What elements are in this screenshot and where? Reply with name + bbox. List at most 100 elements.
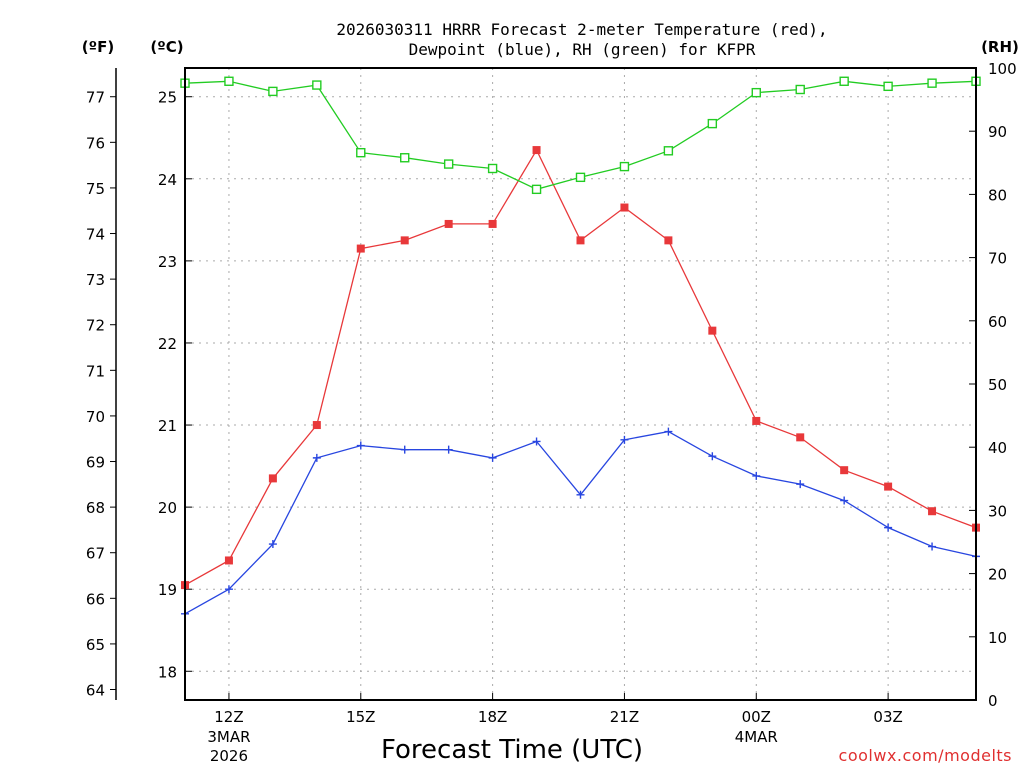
fahrenheit-unit-label: (ºF) [82,38,114,56]
celsius-axis: 18 19 20 21 22 23 24 25 [158,89,192,681]
fahrenheit-tick-label: 74 [86,226,105,244]
plot-frame [184,67,977,701]
rh-axis: 0 10 20 30 40 50 60 70 80 90 100 [969,60,1017,710]
x-tick-date-label: 3MAR [207,728,250,746]
rh-series [180,76,981,195]
dewpoint-point [840,496,849,505]
rh-point [707,118,718,129]
fahrenheit-tick-label: 69 [86,454,105,472]
dewpoint-line [184,430,977,615]
temperature-point [224,556,233,565]
rh-tick-label: 50 [988,376,1007,394]
celsius-tick-label: 23 [158,253,177,271]
dewpoint-point [268,540,277,549]
dewpoint-point [576,490,585,499]
temperature-point [752,416,761,425]
rh-point [400,153,410,163]
dewpoint-point [928,542,937,551]
dewpoint-point [312,453,321,462]
rh-point [312,80,322,90]
dewpoint-point [708,452,717,461]
fahrenheit-tick-label: 76 [86,134,105,152]
fahrenheit-tick-label: 67 [86,545,105,563]
fahrenheit-axis: 64 65 66 67 68 69 70 71 72 73 74 75 76 77 [86,68,117,700]
rh-tick-label: 30 [988,502,1007,520]
temperature-line [184,148,977,586]
temperature-point [928,507,937,516]
rh-point [619,161,630,172]
rh-point [927,78,937,88]
x-tick-label: 18Z [478,708,507,726]
dewpoint-point [884,523,893,532]
rh-tick-label: 40 [988,439,1007,457]
dewpoint-point [444,445,453,454]
fahrenheit-tick-label: 65 [86,636,105,654]
dewpoint-point [400,445,409,454]
dewpoint-series [181,427,980,618]
rh-tick-label: 90 [988,123,1007,141]
rh-point [224,76,234,86]
celsius-tick-label: 25 [158,89,177,107]
temperature-point [532,146,541,155]
temperature-point [840,466,849,475]
celsius-unit-label: (ºC) [150,38,183,56]
rh-unit-label: (RH) [981,38,1019,56]
temperature-series [181,146,980,590]
rh-point [839,76,849,86]
rh-point [531,184,542,195]
rh-tick-label: 0 [988,692,998,710]
dewpoint-point [224,585,233,594]
rh-tick-label: 20 [988,566,1007,584]
celsius-tick-label: 20 [158,499,177,517]
fahrenheit-tick-label: 77 [86,89,105,107]
temperature-point [620,203,629,212]
x-tick-label: 12Z [214,708,243,726]
fahrenheit-tick-label: 64 [86,682,105,700]
celsius-tick-label: 22 [158,335,177,353]
celsius-tick-label: 18 [158,663,177,681]
rh-point [795,84,805,95]
dewpoint-point [752,471,761,480]
temperature-point [796,433,805,442]
rh-point [487,163,498,174]
dewpoint-point [664,427,673,436]
temperature-point [312,421,321,430]
rh-point [268,86,278,97]
x-tick-label: 00Z [742,708,771,726]
rh-tick-label: 60 [988,313,1007,331]
rh-tick-label: 100 [988,60,1017,78]
rh-tick-label: 10 [988,629,1007,647]
credit-text: coolwx.com/modelts [839,746,1012,765]
x-tick-date-label: 4MAR [735,728,778,746]
temperature-point [576,236,585,245]
x-axis-title: Forecast Time (UTC) [381,735,643,765]
temperature-point [664,236,673,245]
fahrenheit-tick-label: 71 [86,362,105,380]
dewpoint-point [620,435,629,444]
temperature-point [884,482,893,491]
fahrenheit-tick-label: 68 [86,499,105,517]
dewpoint-point [796,480,805,489]
fahrenheit-tick-label: 75 [86,180,105,198]
rh-point [575,172,586,183]
temperature-point [268,474,277,483]
chart-title-line-1: 2026030311 HRRR Forecast 2-meter Tempera… [336,20,827,39]
dewpoint-point [532,437,541,446]
celsius-tick-label: 19 [158,581,177,599]
fahrenheit-tick-label: 66 [86,590,105,608]
x-tick-label: 21Z [610,708,639,726]
grid-lines [185,68,976,700]
temperature-point [400,236,409,245]
series-layer [180,76,981,618]
rh-point [663,146,674,156]
fahrenheit-tick-label: 73 [86,271,105,289]
fahrenheit-tick-label: 72 [86,317,105,335]
rh-tick-label: 70 [988,250,1007,268]
x-tick-label: 15Z [346,708,375,726]
celsius-tick-label: 24 [158,171,177,189]
temperature-point [708,326,717,335]
temperature-point [356,244,365,253]
dewpoint-point [488,453,497,462]
